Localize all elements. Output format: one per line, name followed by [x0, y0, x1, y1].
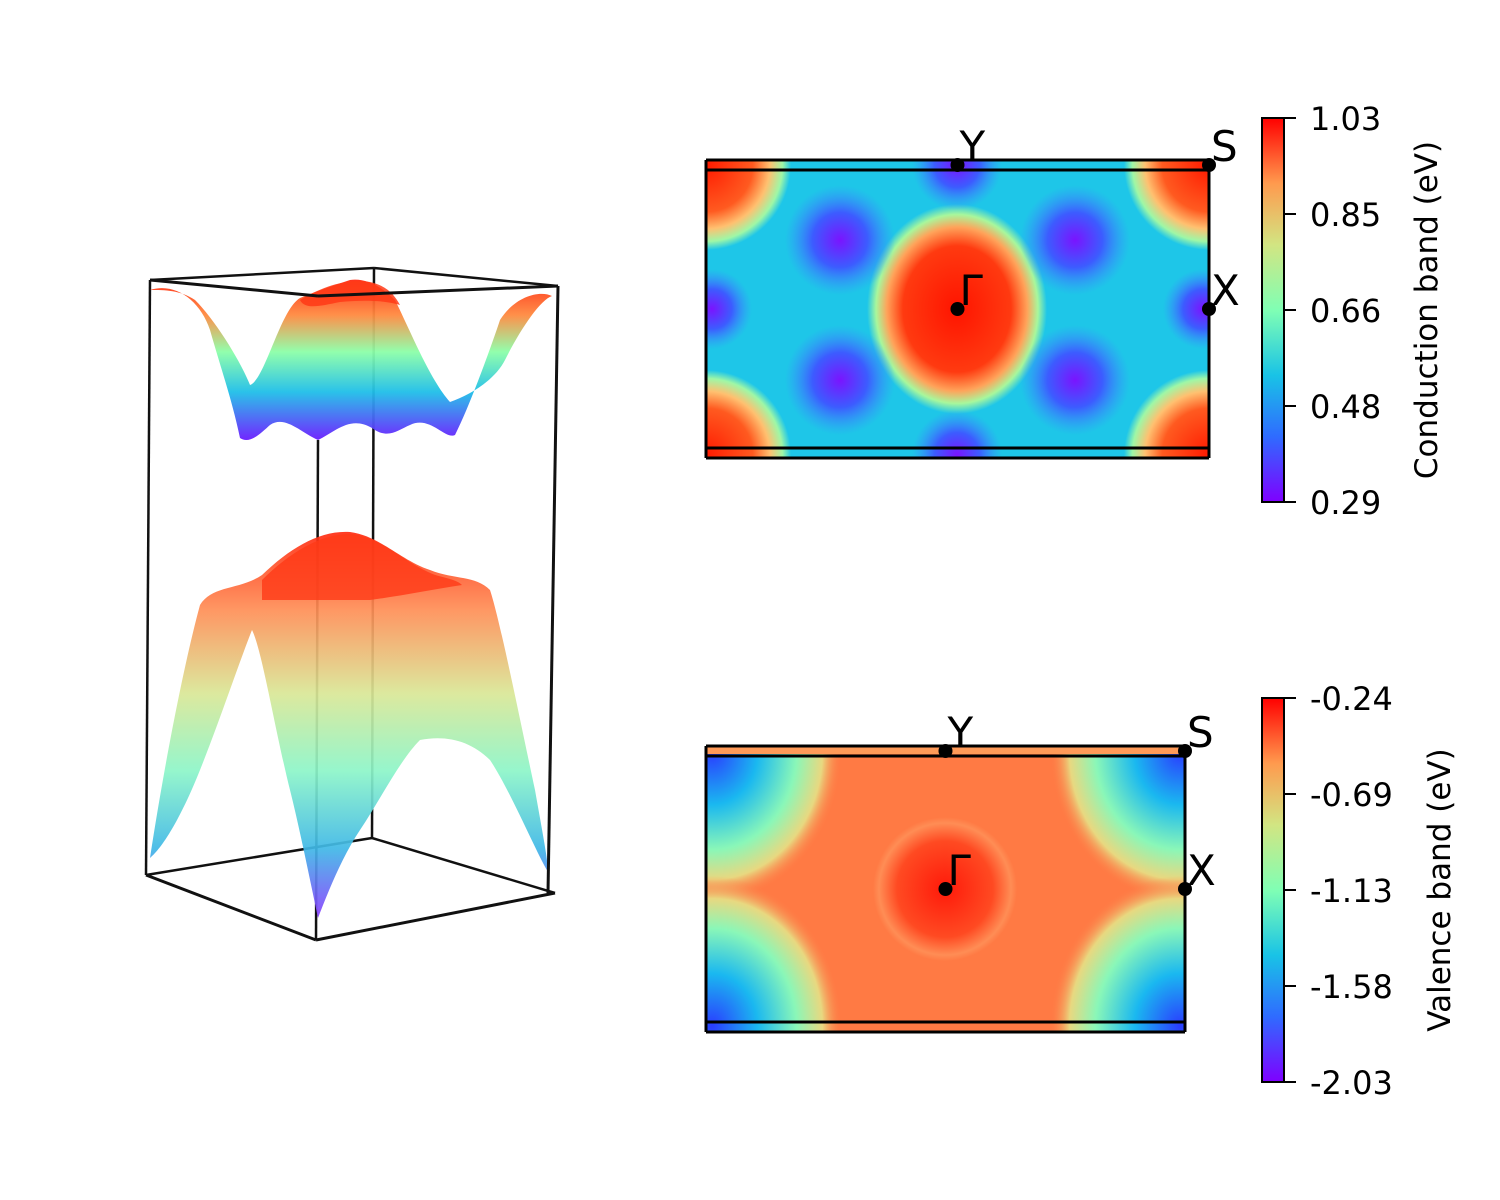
box-edge [315, 891, 556, 942]
box-edge [144, 279, 152, 876]
colorbar [1261, 117, 1285, 503]
colorbar-tick-label: -0.69 [1310, 776, 1393, 814]
valence-band-heatmap: Y S X Γ -0.24 -0.69 -1.13 -1.58 -2.03 Valence b… [704, 680, 1458, 1102]
colorbar-tick-label: 0.48 [1310, 388, 1381, 426]
valence-band-crest [262, 533, 462, 600]
kpoint-label: S [1187, 708, 1214, 757]
kpoint-marker [950, 302, 965, 316]
colorbar-tick-label: -0.24 [1310, 680, 1393, 718]
kpoint-label: Y [959, 122, 986, 171]
heatmap-corner [1050, 746, 1185, 902]
heatmap-valley [912, 160, 1002, 210]
heatmap-corner [1050, 876, 1185, 1032]
heatmap-valley [912, 410, 1002, 458]
kpoint-marker [1202, 302, 1216, 316]
conduction-band-heatmap: Y S X Γ 1.03 0.85 0.66 0.48 0.29 Conduction ban… [704, 100, 1445, 522]
heatmap-valley [785, 185, 895, 295]
box-edge [317, 284, 559, 298]
kpoint-label: S [1211, 122, 1238, 171]
colorbar-tick-label: 1.03 [1310, 100, 1381, 138]
heatmap-corner [706, 160, 791, 250]
box-edge [546, 285, 560, 894]
kpoint-marker [1202, 158, 1216, 172]
box-edge [145, 873, 317, 942]
kpoint-label: X [1211, 266, 1240, 315]
kpoint-label: Γ [948, 846, 972, 895]
box-edge [371, 836, 556, 895]
colorbar-tick-label: -1.58 [1310, 968, 1393, 1006]
heatmap-corner [706, 876, 842, 1032]
box-edge [149, 278, 319, 298]
colorbar [1261, 697, 1285, 1083]
colorbar-tick-label: -1.13 [1310, 872, 1393, 910]
conduction-band-surface [150, 279, 552, 441]
kpoint-marker [938, 882, 953, 896]
kpoint-marker [1178, 744, 1192, 758]
heatmap-valley [785, 325, 895, 435]
valence-band-surface [150, 531, 548, 918]
heatmap-corner [706, 746, 842, 902]
colorbar-tick-label: 0.29 [1310, 484, 1381, 522]
colorbar-label: Valence band (eV) [1422, 748, 1458, 1031]
heatmap-valley [1163, 269, 1209, 349]
box-edge [373, 266, 559, 288]
heatmap-valley [1020, 325, 1130, 435]
heatmap-valley [706, 269, 752, 349]
colorbar-tick-label: 0.85 [1310, 196, 1381, 234]
box-edge [149, 266, 375, 282]
colorbar-tick-label: -2.03 [1310, 1064, 1393, 1102]
kpoint-marker [938, 744, 953, 758]
heatmap-corner [1124, 160, 1209, 250]
surface-3d-plot [144, 266, 560, 942]
colorbar-tick-label: 0.66 [1310, 292, 1381, 330]
heatmap-corner [706, 370, 791, 458]
kpoint-label: X [1187, 846, 1216, 895]
kpoint-marker [950, 158, 965, 172]
heatmap-corner [1124, 370, 1209, 458]
kpoint-label: Γ [960, 266, 984, 315]
kpoint-marker [1178, 882, 1192, 896]
colorbar-label: Conduction band (eV) [1409, 141, 1445, 479]
kpoint-label: Y [947, 708, 974, 757]
heatmap-valley [1020, 185, 1130, 295]
